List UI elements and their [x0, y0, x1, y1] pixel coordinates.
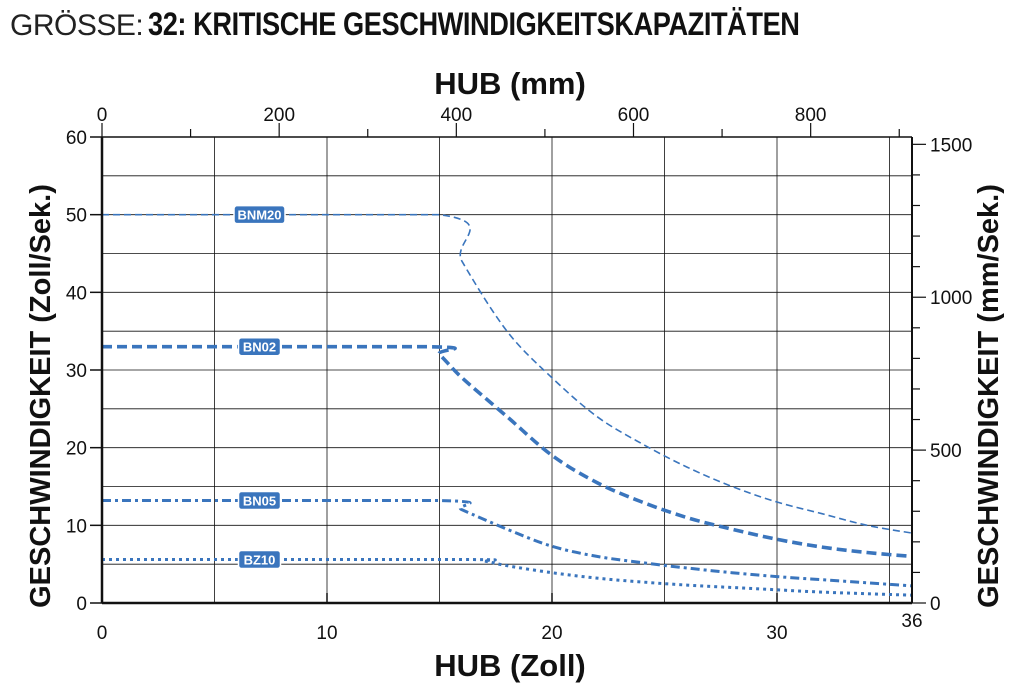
y-tick-label: 10 — [66, 516, 87, 537]
chart-title: GRÖSSE: 32: KRITISCHE GESCHWINDIGKEITSKA… — [10, 6, 914, 43]
x-tick-label: 20 — [541, 623, 562, 644]
series-label-text: BN05 — [243, 493, 276, 508]
y2-tick-label: 1500 — [930, 135, 972, 156]
series-label-text: BNM20 — [237, 208, 281, 223]
series-label-box — [233, 204, 286, 225]
x-end-tick-label: 36 — [901, 611, 922, 632]
x2-tick-label: 800 — [795, 105, 827, 126]
x2-tick-label: 600 — [618, 105, 650, 126]
series-label-text: BN02 — [243, 340, 276, 355]
x-tick-label: 30 — [766, 623, 787, 644]
y2-tick-label: 500 — [930, 441, 962, 462]
grid — [102, 137, 912, 603]
series-label-box — [237, 549, 282, 570]
x-tick-label: 10 — [316, 623, 337, 644]
y2-tick-label: 1000 — [930, 288, 972, 309]
series-line-bn05 — [102, 499, 913, 588]
y-tick-label: 40 — [66, 283, 87, 304]
y-tick-label: 50 — [66, 206, 87, 227]
y-tick-label: 0 — [76, 594, 87, 615]
series-label-text: BZ10 — [244, 553, 276, 568]
y-tick-label: 20 — [66, 439, 87, 460]
series-label-box — [237, 490, 282, 511]
x-axis-title: HUB (Zoll) — [434, 648, 586, 683]
y2-axis-title: GESCHWINDIGKEIT (mm/Sek.) — [973, 184, 1005, 608]
series-labels: BNM20 BN02 BN05 BZ10 — [233, 204, 286, 570]
series-label-bnm20: BNM20 — [233, 204, 286, 225]
y-tick-label: 30 — [66, 361, 87, 382]
series-label-bn02: BN02 — [237, 336, 282, 357]
series-line-bz10 — [102, 558, 913, 597]
x-tick-label: 0 — [97, 623, 108, 644]
x2-tick-label: 400 — [440, 105, 472, 126]
x2-tick-label: 0 — [97, 105, 108, 126]
series-label-bz10: BZ10 — [237, 549, 282, 570]
x2-axis-title: HUB (mm) — [434, 66, 586, 101]
y-tick-label: 60 — [66, 128, 87, 149]
series-label-box — [237, 336, 282, 357]
y-axis-title: GESCHWINDIGKEIT (Zoll/Sek.) — [25, 184, 57, 608]
axes — [90, 123, 926, 605]
series-lines — [102, 213, 913, 597]
y2-tick-label: 0 — [930, 594, 941, 615]
series-label-bn05: BN05 — [237, 490, 282, 511]
series-line-bn02 — [102, 344, 913, 559]
series-line-bnm20 — [102, 213, 913, 534]
title-prefix: GRÖSSE: — [10, 9, 144, 42]
x2-tick-label: 200 — [263, 105, 295, 126]
title-main: 32: KRITISCHE GESCHWINDIGKEITSKAPAZITÄTE… — [147, 6, 800, 42]
